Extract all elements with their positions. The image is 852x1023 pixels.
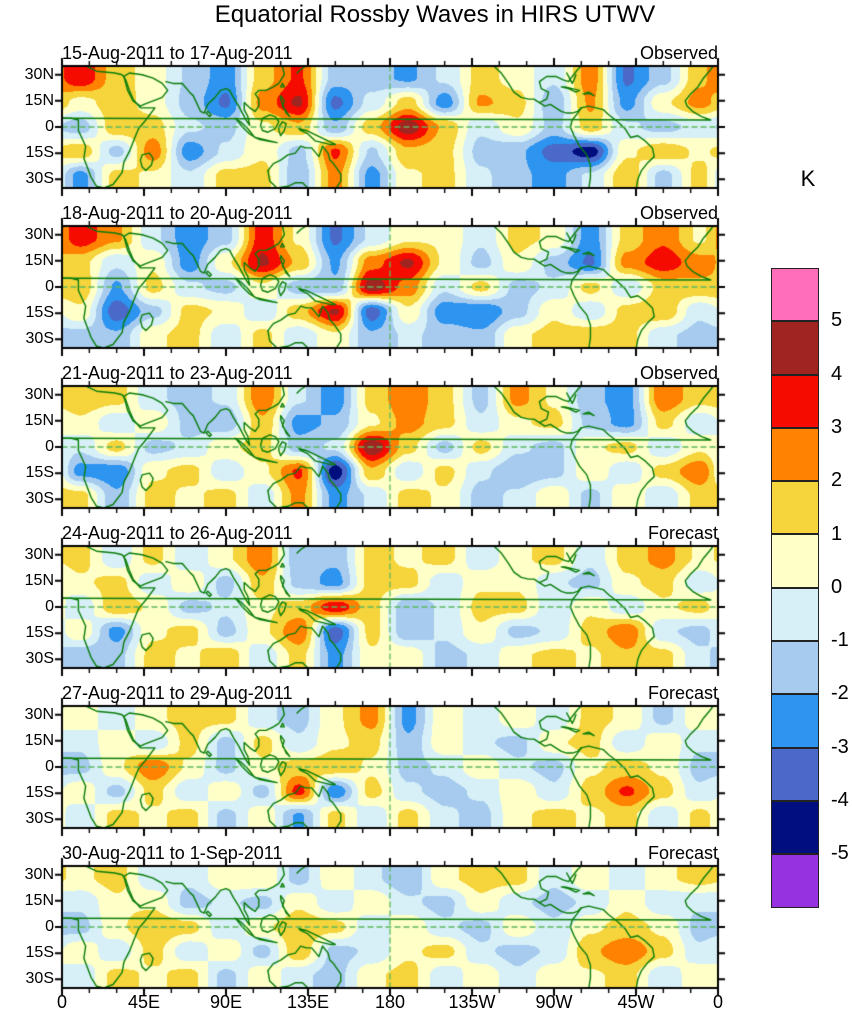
map-canvas: [53, 57, 727, 197]
lat-tick-label: 15N: [24, 571, 54, 589]
colorbar-tick-label: 1: [831, 522, 843, 545]
colorbar-segment: [771, 534, 819, 588]
map-canvas: [53, 857, 727, 997]
lat-tick-label: 30S: [25, 490, 54, 508]
lat-tick-label: 30N: [24, 65, 54, 83]
colorbar-segment: [771, 694, 819, 748]
colorbar-tick-label: 3: [831, 415, 843, 438]
lat-tick-label: 0: [45, 278, 54, 295]
map-canvas: [53, 377, 727, 517]
colorbar-tick-label: 0: [831, 575, 843, 598]
colorbar-unit-label: K: [800, 166, 816, 191]
colorbar-tick-label: -4: [831, 789, 849, 811]
lon-tick-label: 0: [712, 992, 723, 1012]
lon-tick-label: 135E: [286, 992, 330, 1012]
lat-tick-label: 15S: [25, 464, 54, 482]
lat-tick-label: 30S: [25, 970, 54, 988]
colorbar-tick-label: -2: [831, 682, 849, 705]
lat-tick-label: 30N: [24, 545, 54, 563]
lat-tick-label: 30S: [25, 170, 54, 188]
colorbar-segment: [771, 268, 819, 322]
lat-tick-label: 15S: [25, 624, 54, 642]
lat-tick-label: 30S: [25, 650, 54, 668]
colorbar-segment: [771, 800, 819, 855]
colorbar-tick-label: -1: [831, 629, 849, 652]
colorbar-tick-label: 2: [831, 469, 843, 492]
lat-tick-label: 30S: [25, 810, 54, 828]
lat-tick-label: 15S: [25, 304, 54, 322]
lon-tick-label: 90W: [535, 992, 573, 1012]
lat-tick-label: 15N: [24, 251, 54, 269]
lat-tick-label: 0: [45, 118, 54, 135]
figure-title: Equatorial Rossby Waves in HIRS UTWV: [214, 1, 656, 28]
colorbar-tick-label: -3: [831, 735, 849, 758]
colorbar-segment: [771, 481, 819, 535]
lat-tick-label: 15S: [25, 784, 54, 802]
map-canvas: [53, 217, 727, 357]
colorbar-segment: [771, 854, 819, 908]
lon-tick-label: 90E: [209, 992, 243, 1012]
colorbar-tick-label: -5: [831, 842, 849, 865]
colorbar-segment: [771, 427, 819, 482]
colorbar-segment: [771, 587, 819, 642]
lat-tick-label: 0: [45, 598, 54, 615]
lat-tick-label: 0: [45, 438, 54, 455]
colorbar: [771, 268, 819, 908]
colorbar-tick-label: 5: [831, 309, 843, 332]
lat-tick-label: 15N: [24, 891, 54, 909]
lat-tick-label: 15N: [24, 91, 54, 109]
map-canvas: [53, 697, 727, 837]
colorbar-segment: [771, 641, 819, 695]
lat-tick-label: 15N: [24, 731, 54, 749]
lon-tick-label: 180: [374, 992, 406, 1012]
lat-tick-label: 0: [45, 758, 54, 775]
lat-tick-label: 0: [45, 918, 54, 935]
lat-tick-label: 30N: [24, 705, 54, 723]
colorbar-tick-label: 4: [831, 362, 843, 385]
lon-tick-label: 45E: [127, 992, 161, 1012]
lat-tick-label: 30S: [25, 330, 54, 348]
lat-tick-label: 30N: [24, 385, 54, 403]
map-canvas: [53, 537, 727, 677]
colorbar-segment: [771, 321, 819, 375]
lat-tick-label: 30N: [24, 865, 54, 883]
lat-tick-label: 15N: [24, 411, 54, 429]
lat-tick-label: 30N: [24, 225, 54, 243]
colorbar-segment: [771, 747, 819, 801]
lat-tick-label: 15S: [25, 944, 54, 962]
colorbar-segment: [771, 374, 819, 428]
lon-tick-label: 45W: [617, 992, 655, 1012]
lon-tick-label: 0: [56, 992, 67, 1012]
lon-tick-label: 135W: [448, 992, 496, 1012]
lat-tick-label: 15S: [25, 144, 54, 162]
